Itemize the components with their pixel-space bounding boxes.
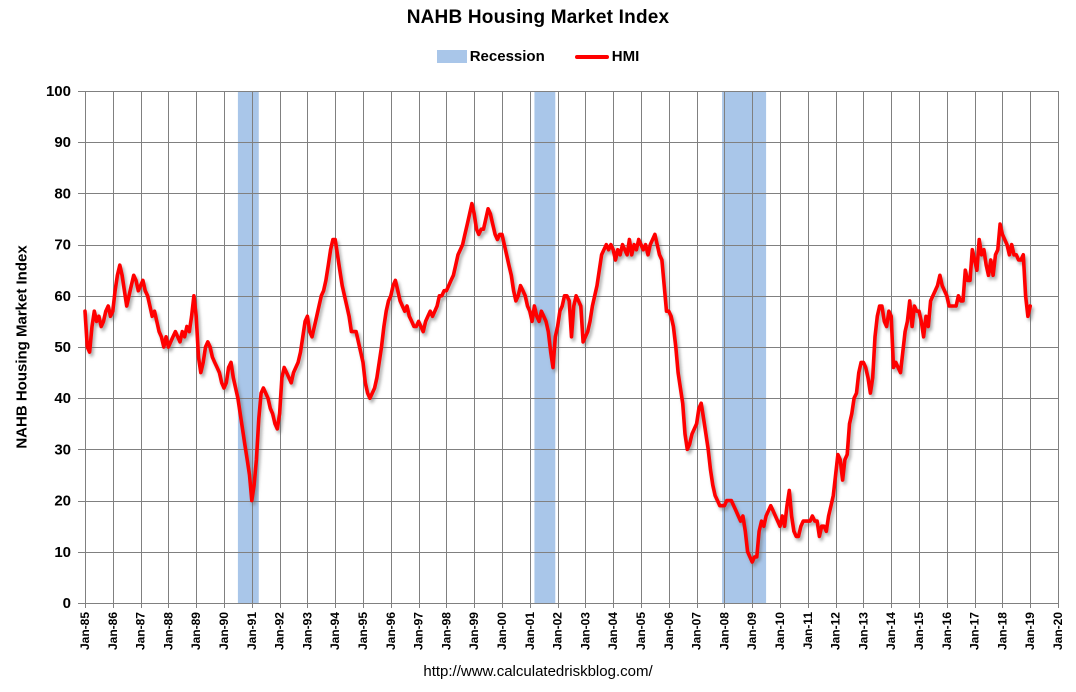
plot-border bbox=[85, 91, 1059, 604]
x-tick-label: Jan-87 bbox=[134, 612, 148, 650]
x-tick-label: Jan-94 bbox=[328, 612, 342, 650]
x-tick-label: Jan-95 bbox=[356, 612, 370, 650]
x-tick-label: Jan-10 bbox=[773, 612, 787, 650]
x-tick-label: Jan-14 bbox=[884, 612, 898, 650]
footer-url: http://www.calculatedriskblog.com/ bbox=[423, 663, 653, 680]
x-tick-label: Jan-88 bbox=[161, 612, 175, 650]
x-tick-label: Jan-04 bbox=[606, 612, 620, 650]
x-axis-labels: Jan-85 Jan-86 Jan-87 Jan-88 Jan-89 Jan-90 Jan-… bbox=[78, 612, 1065, 650]
hmi-line bbox=[83, 201, 1032, 564]
y-tick-label: 10 bbox=[54, 544, 71, 561]
x-tick-label: Jan-96 bbox=[384, 612, 398, 650]
y-tick-label: 50 bbox=[54, 339, 71, 356]
x-tick-label: Jan-01 bbox=[523, 612, 537, 650]
legend: Recession HMI bbox=[0, 48, 1076, 65]
x-tick-label: Jan-05 bbox=[634, 612, 648, 650]
y-tick-label: 70 bbox=[54, 237, 71, 254]
legend-label-recession: Recession bbox=[469, 48, 545, 65]
x-tick-label: Jan-09 bbox=[745, 612, 759, 650]
x-tick-label: Jan-97 bbox=[412, 612, 426, 650]
legend-label-hmi: HMI bbox=[611, 48, 640, 65]
x-tick-label: Jan-89 bbox=[189, 612, 203, 650]
recession-swatch-icon bbox=[436, 50, 467, 63]
y-axis-labels: 0 10 20 30 40 50 60 70 80 90 100 bbox=[46, 83, 71, 612]
x-tick-label: Jan-08 bbox=[717, 612, 731, 650]
y-tick-label: 100 bbox=[46, 83, 71, 100]
y-tick-label: 60 bbox=[54, 288, 71, 305]
x-tick-label: Jan-18 bbox=[995, 612, 1009, 650]
x-tick-label: Jan-93 bbox=[300, 612, 314, 650]
x-tick-label: Jan-92 bbox=[273, 612, 287, 650]
x-tick-label: Jan-19 bbox=[1023, 612, 1037, 650]
y-tick-label: 40 bbox=[54, 390, 71, 407]
gridlines bbox=[78, 91, 1059, 608]
x-tick-label: Jan-98 bbox=[439, 612, 453, 650]
x-tick-label: Jan-00 bbox=[495, 612, 509, 650]
x-tick-label: Jan-02 bbox=[551, 612, 565, 650]
legend-item-hmi: HMI bbox=[574, 48, 640, 65]
x-tick-label: Jan-11 bbox=[801, 612, 815, 650]
y-tick-label: 90 bbox=[54, 134, 71, 151]
hmi-line-swatch-icon bbox=[574, 54, 609, 59]
x-tick-label: Jan-12 bbox=[829, 612, 843, 650]
x-tick-label: Jan-03 bbox=[578, 612, 592, 650]
x-tick-label: Jan-86 bbox=[106, 612, 120, 650]
x-tick-label: Jan-16 bbox=[940, 612, 954, 650]
y-tick-label: 30 bbox=[54, 441, 71, 458]
x-tick-label: Jan-13 bbox=[856, 612, 870, 650]
x-tick-label: Jan-91 bbox=[245, 612, 259, 650]
x-tick-label: Jan-85 bbox=[78, 612, 92, 650]
x-tick-label: Jan-15 bbox=[912, 612, 926, 650]
x-tick-label: Jan-17 bbox=[968, 612, 982, 650]
x-tick-label: Jan-06 bbox=[662, 612, 676, 650]
x-tick-label: Jan-07 bbox=[690, 612, 704, 650]
y-tick-label: 0 bbox=[63, 595, 71, 612]
x-tick-label: Jan-99 bbox=[467, 612, 481, 650]
x-tick-label: Jan-20 bbox=[1051, 612, 1065, 650]
legend-item-recession: Recession bbox=[436, 48, 545, 65]
y-tick-label: 80 bbox=[54, 185, 71, 202]
x-tick-label: Jan-90 bbox=[217, 612, 231, 650]
y-tick-label: 20 bbox=[54, 493, 71, 510]
chart-title: NAHB Housing Market Index bbox=[406, 7, 670, 28]
